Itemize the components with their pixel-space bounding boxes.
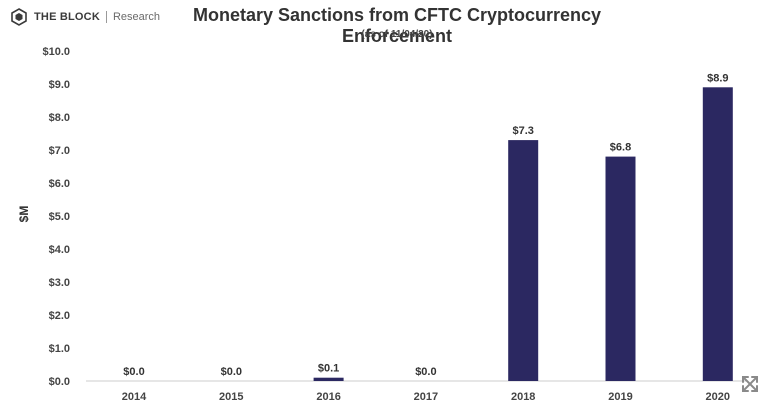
y-tick-label: $7.0 <box>49 145 70 157</box>
bar <box>313 377 344 381</box>
chart-subtitle: (as of 11/04/20) <box>361 29 433 40</box>
y-tick-label: $2.0 <box>49 310 70 322</box>
bar-data-label: $7.3 <box>512 125 533 137</box>
brand-divider <box>105 11 107 23</box>
y-tick-label: $4.0 <box>49 244 70 256</box>
chart-title: Monetary Sanctions from CFTC Cryptocurre… <box>192 5 602 46</box>
bar <box>702 87 733 382</box>
y-axis-label: $M <box>17 205 31 223</box>
expand-arrows-icon[interactable] <box>740 374 760 394</box>
x-tick-label: 2020 <box>706 391 730 403</box>
x-tick-label: 2016 <box>316 391 340 403</box>
bar <box>605 156 636 381</box>
brand-name: THE BLOCK <box>34 11 100 23</box>
y-tick-label: $5.0 <box>49 211 70 223</box>
bar-data-label: $6.8 <box>610 142 631 154</box>
y-tick-label: $3.0 <box>49 277 70 289</box>
y-tick-label: $10.0 <box>42 46 70 58</box>
x-tick-label: 2017 <box>414 391 438 403</box>
x-tick-label: 2015 <box>219 391 243 403</box>
cube-logo-icon <box>11 8 27 26</box>
bar-data-label: $8.9 <box>707 72 728 84</box>
x-tick-label: 2019 <box>608 391 632 403</box>
y-tick-label: $8.0 <box>49 112 70 124</box>
y-tick-label: $1.0 <box>49 343 70 355</box>
x-tick-label: 2018 <box>511 391 535 403</box>
y-tick-label: $9.0 <box>49 79 70 91</box>
bar-data-label: $0.0 <box>221 366 242 378</box>
brand-logo: THE BLOCK Research <box>10 6 160 28</box>
brand-subtitle: Research <box>112 11 161 23</box>
y-tick-label: $0.0 <box>49 376 70 388</box>
bar-data-label: $0.1 <box>318 363 339 375</box>
y-tick-label: $6.0 <box>49 178 70 190</box>
bar <box>508 140 539 381</box>
bar-data-label: $0.0 <box>123 366 144 378</box>
x-tick-label: 2014 <box>122 391 147 403</box>
bar-data-label: $0.0 <box>415 366 436 378</box>
